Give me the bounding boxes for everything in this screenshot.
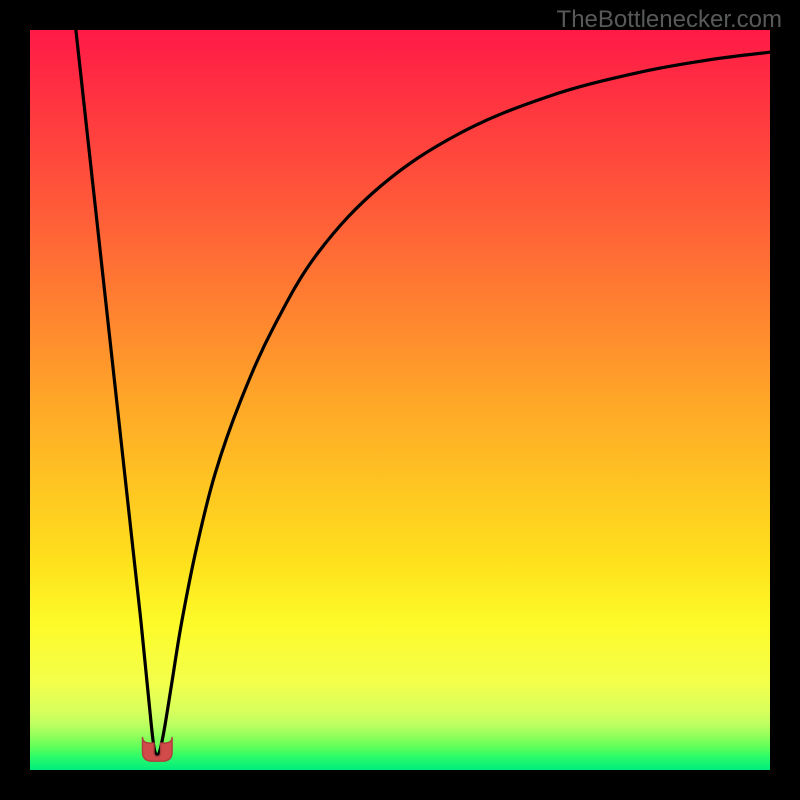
- watermark-text: TheBottlenecker.com: [557, 6, 782, 34]
- curve-layer: [30, 30, 770, 770]
- curve-right-branch: [157, 52, 770, 756]
- minimum-marker: [142, 737, 172, 761]
- gradient-plot-area: [30, 30, 770, 770]
- chart-frame: TheBottlenecker.com: [0, 0, 800, 800]
- curve-left-branch: [76, 30, 157, 757]
